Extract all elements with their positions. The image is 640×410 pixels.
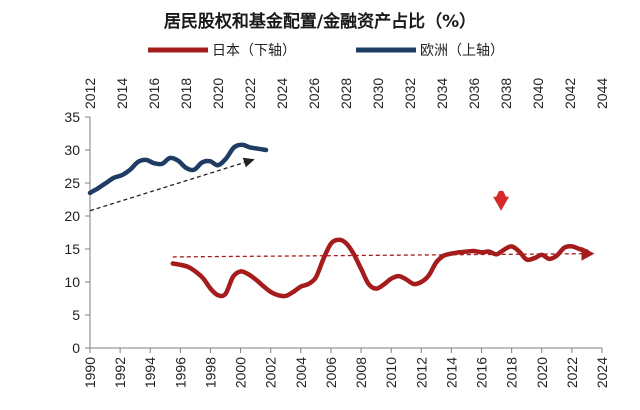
x-top-tick-label: 2012 [82,78,98,109]
legend-label-japan: 日本（下轴） [212,43,296,59]
x-bottom-tick-label: 1998 [202,357,218,388]
x-top-tick-label: 2044 [594,78,610,109]
legend: 日本（下轴） 欧洲（上轴） [148,43,504,59]
down-arrow-icon [493,190,510,211]
series-lines [87,142,590,299]
y-tick-label: 25 [64,175,80,191]
y-tick-label: 35 [64,109,80,125]
x-top-tick-label: 2018 [178,78,194,109]
x-bottom-tick-label: 2002 [263,357,279,388]
x-bottom-tick-label: 1990 [82,357,98,388]
x-top-tick-label: 2038 [498,78,514,109]
y-tick-label: 20 [64,208,80,224]
x-bottom-tick-label: 2004 [293,357,309,388]
y-tick-label: 30 [64,142,80,158]
x-bottom-tick-label: 1994 [142,357,158,388]
y-tick-label: 0 [72,340,80,356]
x-bottom-tick-label: 2020 [534,357,550,388]
x-bottom-tick-label: 2014 [443,357,459,388]
legend-label-europe: 欧洲（上轴） [420,43,504,59]
trend-arrow-line [89,161,245,212]
x-bottom-tick-label: 2006 [323,357,339,388]
x-bottom-tick-label: 1992 [112,357,128,388]
trend-arrow-head [242,157,255,168]
x-top-tick-label: 2036 [466,78,482,109]
bottom-axis: 1990 1992 1994 1996 1998 2000 2002 2004 2006 2008… [82,348,610,388]
x-top-tick-label: 2030 [370,78,386,109]
x-bottom-tick-label: 2016 [474,357,490,388]
top-axis: 2012 2014 2016 2018 2020 2022 2024 2026 2028 2030… [82,78,610,109]
x-bottom-tick-label: 2008 [353,357,369,388]
x-top-tick-label: 2026 [306,78,322,109]
x-bottom-tick-label: 2010 [383,357,399,388]
annotations [89,157,595,261]
y-tick-label: 5 [72,307,80,323]
x-top-tick-label: 2014 [114,78,130,109]
x-top-tick-label: 2034 [434,78,450,109]
y-axis: 0 5 10 15 20 25 30 35 [64,109,90,356]
x-top-tick-label: 2040 [530,78,546,109]
x-top-tick-label: 2024 [274,78,290,109]
x-bottom-tick-label: 2018 [504,357,520,388]
series-line-europe [87,142,269,196]
x-top-tick-label: 2020 [210,78,226,109]
x-top-tick-label: 2028 [338,78,354,109]
x-bottom-tick-label: 2022 [564,357,580,388]
x-bottom-tick-label: 2000 [233,357,249,388]
trend-arrow-line [172,253,582,258]
y-tick-label: 10 [64,274,80,290]
x-top-tick-label: 2022 [242,78,258,109]
x-bottom-tick-label: 2012 [413,357,429,388]
x-bottom-tick-label: 2024 [594,357,610,388]
x-top-tick-label: 2016 [146,78,162,109]
x-bottom-tick-label: 1996 [172,357,188,388]
series-line-japan [170,237,590,299]
chart-title: 居民股权和基金配置/金融资产占比（%） [164,11,476,32]
x-top-tick-label: 2042 [562,78,578,109]
x-top-tick-label: 2032 [402,78,418,109]
y-tick-label: 15 [64,241,80,257]
